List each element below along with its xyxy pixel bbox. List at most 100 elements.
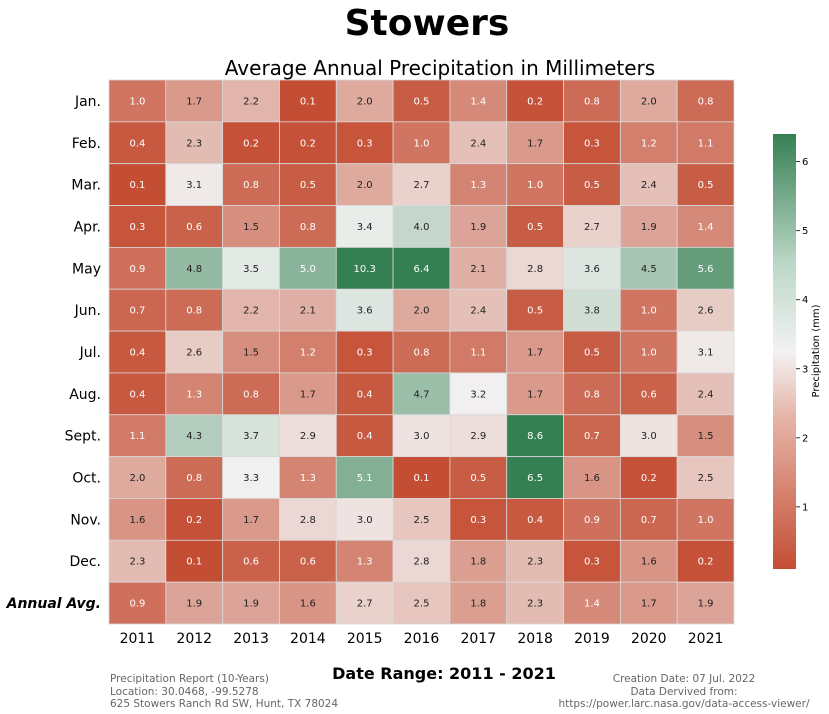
cell-value-label: 0.1 — [129, 180, 145, 191]
heatmap-cell — [222, 79, 280, 123]
heatmap-cell — [563, 163, 621, 206]
heatmap-cell — [506, 539, 564, 583]
heatmap-cell — [392, 163, 451, 206]
cell-value-label: 1.0 — [641, 306, 657, 317]
heatmap-cell — [165, 498, 224, 541]
cell-value-label: 2.7 — [414, 180, 430, 191]
heatmap-cell — [108, 121, 167, 165]
cell-value-label: 2.8 — [414, 557, 430, 568]
heatmap-cell — [563, 539, 621, 583]
heatmap-cell — [108, 414, 167, 458]
cell-value-label: 1.7 — [243, 515, 259, 526]
cell-value-label: 1.7 — [641, 599, 657, 610]
cell-value-label: 0.7 — [641, 515, 657, 526]
heatmap-cell — [392, 414, 451, 458]
heatmap-cell — [449, 246, 508, 290]
heatmap-cell — [676, 163, 735, 206]
heatmap-cell — [619, 581, 678, 625]
heatmap-cell — [392, 246, 451, 290]
y-tick-label: Jul. — [79, 345, 101, 361]
heatmap-cell — [449, 163, 508, 206]
cell-value-label: 0.8 — [584, 96, 600, 107]
cell-value-label: 0.4 — [527, 515, 543, 526]
cell-value-label: 0.2 — [527, 96, 543, 107]
cell-value-label: 2.4 — [470, 306, 486, 317]
heatmap-cell — [392, 79, 451, 123]
heatmap-cell — [392, 498, 451, 541]
cell-value-label: 5.6 — [698, 264, 714, 275]
cell-value-label: 0.1 — [186, 557, 202, 568]
cell-value-label: 2.4 — [470, 138, 486, 149]
cell-value-label: 1.0 — [129, 96, 145, 107]
cell-value-label: 1.2 — [641, 138, 657, 149]
cell-value-label: 3.6 — [584, 264, 600, 275]
cell-value-label: 0.5 — [698, 180, 714, 191]
y-tick-label: Jun. — [74, 303, 101, 319]
y-tick-label: Nov. — [70, 512, 101, 528]
cell-value-label: 3.6 — [357, 306, 373, 317]
cell-value-label: 1.4 — [470, 96, 486, 107]
cell-value-label: 2.3 — [527, 599, 543, 610]
cell-value-label: 0.6 — [641, 389, 657, 400]
cell-value-label: 0.4 — [129, 389, 145, 400]
report-address: 625 Stowers Ranch Rd SW, Hunt, TX 78024 — [110, 698, 339, 710]
heatmap-cell — [676, 414, 735, 458]
cell-value-label: 1.8 — [470, 599, 486, 610]
heatmap-cell — [619, 246, 678, 290]
source-info: Creation Date: 07 Jul. 2022 Data Dervive… — [555, 673, 813, 711]
cell-value-label: 1.4 — [698, 222, 714, 233]
cell-value-label: 0.8 — [300, 222, 316, 233]
y-tick-label: Feb. — [72, 136, 101, 152]
heatmap-cell — [165, 246, 224, 290]
heatmap-cell — [676, 372, 735, 416]
x-tick-label: 2012 — [176, 631, 212, 647]
heatmap-cell — [619, 414, 678, 458]
cell-value-label: 1.1 — [470, 348, 486, 359]
heatmap-cell — [449, 414, 508, 458]
cell-value-label: 1.7 — [527, 138, 543, 149]
heatmap-cell — [563, 288, 621, 332]
heatmap-cell — [563, 414, 621, 458]
heatmap-cell — [676, 498, 735, 541]
cell-value-label: 2.0 — [357, 96, 373, 107]
heatmap-cell — [279, 372, 337, 416]
heatmap-cell — [222, 498, 280, 541]
cell-value-label: 0.1 — [414, 473, 430, 484]
y-tick-label: May — [72, 261, 101, 277]
heatmap-cell — [563, 246, 621, 290]
heatmap-cell — [165, 79, 224, 123]
heatmap-cell — [222, 581, 280, 625]
cell-value-label: 2.2 — [243, 96, 259, 107]
heatmap-cell — [222, 121, 280, 165]
colorbar: 1 2 3 4 5 6 Precipitation (mm) — [773, 134, 822, 569]
heatmap-cell — [335, 372, 394, 416]
cell-value-label: 0.3 — [357, 348, 373, 359]
chart-subtitle: Average Annual Precipitation in Millimet… — [225, 56, 655, 80]
x-tick-label: 2017 — [460, 631, 496, 647]
cell-value-label: 5.0 — [300, 264, 316, 275]
cell-value-label: 2.7 — [584, 222, 600, 233]
cell-value-label: 0.5 — [584, 348, 600, 359]
cell-value-label: 4.8 — [186, 264, 202, 275]
heatmap-cell — [563, 498, 621, 541]
cell-value-label: 1.5 — [243, 222, 259, 233]
data-source-label: Data Dervived from: — [630, 685, 738, 698]
heatmap-cell — [449, 372, 508, 416]
heatmap-cell — [392, 456, 451, 499]
cell-value-label: 0.8 — [584, 389, 600, 400]
heatmap-cell — [392, 581, 451, 625]
heatmap-cell — [335, 539, 394, 583]
cell-value-label: 2.5 — [414, 599, 430, 610]
cell-value-label: 0.8 — [186, 306, 202, 317]
y-tick-label: Oct. — [72, 471, 101, 487]
cell-value-label: 0.5 — [527, 222, 543, 233]
cell-value-label: 1.7 — [527, 389, 543, 400]
cell-value-label: 0.1 — [300, 96, 316, 107]
cell-value-label: 1.9 — [470, 222, 486, 233]
heatmap-cell — [222, 205, 280, 248]
heatmap-cell — [279, 330, 337, 374]
heatmap-cell — [676, 121, 735, 165]
heatmap-cell — [335, 121, 394, 165]
x-tick-label: 2020 — [631, 631, 667, 647]
cell-value-label: 1.3 — [300, 473, 316, 484]
